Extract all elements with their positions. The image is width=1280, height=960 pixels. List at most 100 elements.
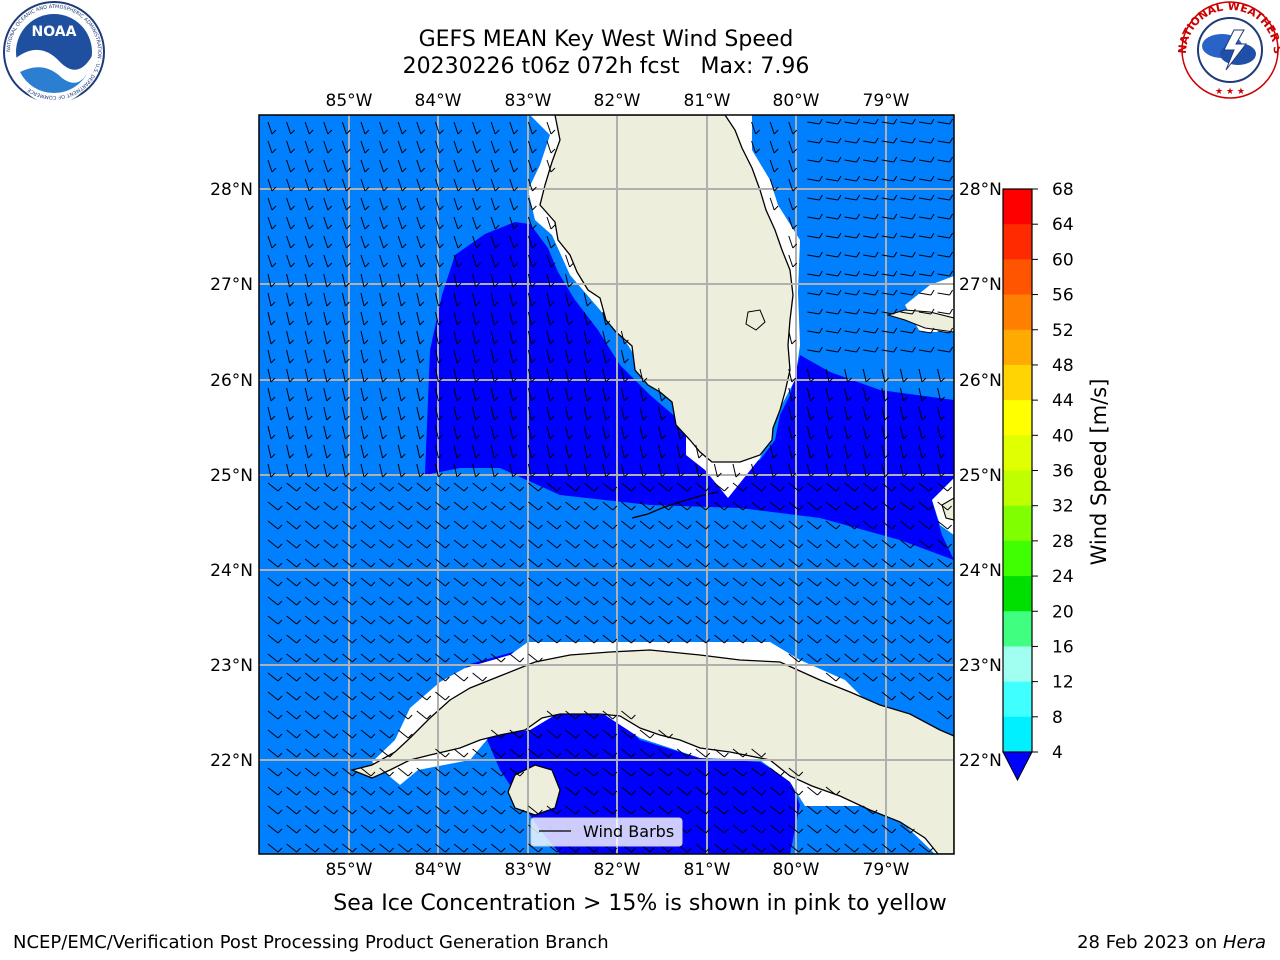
wind-barb [732, 748, 744, 758]
wind-barb [862, 406, 867, 421]
wind-barb-flag [586, 453, 592, 459]
wind-barb-flag [476, 148, 481, 154]
wind-barb-flag [550, 243, 556, 249]
wind-barb-flag [631, 619, 636, 625]
wind-barb [416, 178, 422, 192]
wind-barb [825, 292, 839, 296]
wind-barb [360, 121, 366, 135]
wind-barb [286, 425, 291, 440]
wind-barb-flag [500, 581, 506, 587]
wind-barb [751, 520, 762, 530]
wind-barb [472, 197, 478, 211]
wind-barb-flag [445, 695, 450, 701]
wind-barb-flag [549, 453, 555, 459]
wind-barb-flag [724, 828, 729, 834]
wind-barb [862, 444, 867, 459]
wind-barb-flag [631, 486, 636, 492]
wind-barb-flag [345, 377, 350, 383]
wind-barb-flag [327, 243, 333, 249]
noaa-logo-text: NOAA [32, 24, 77, 40]
wind-barb [323, 425, 328, 440]
wind-barb [825, 444, 830, 459]
wind-barb-flag [835, 619, 841, 625]
wind-barb-flag [854, 581, 859, 587]
wind-barb-flag [333, 714, 339, 720]
wind-barb-flag [382, 453, 387, 459]
wind-barb [453, 292, 458, 307]
wind-barb-flag [705, 828, 711, 834]
wind-barb-flag [837, 327, 842, 334]
wind-barb [900, 596, 911, 606]
wind-barb [379, 596, 390, 606]
wind-barb-flag [370, 581, 376, 587]
wind-barb-flag [761, 638, 766, 644]
wind-barb [435, 786, 446, 796]
wind-barb-flag [593, 619, 599, 625]
wind-barb [769, 178, 775, 192]
wind-barb-flag [928, 657, 934, 663]
footer-host: Hera [1222, 932, 1266, 953]
wind-barb [695, 805, 707, 815]
wind-barb [695, 558, 707, 568]
wind-barb [267, 368, 272, 383]
wind-barb-flag [333, 619, 339, 625]
wind-barb [379, 634, 390, 644]
wind-barb [509, 273, 514, 288]
wind-barb-flag [531, 434, 536, 440]
wind-barb [435, 634, 446, 644]
wind-barb [435, 653, 446, 663]
wind-barb [844, 311, 857, 315]
wind-barb [825, 653, 837, 663]
wind-barb [490, 786, 502, 796]
wind-barb-flag [326, 320, 332, 326]
wind-barb [862, 539, 874, 549]
wind-barb-flag [818, 289, 823, 296]
wind-barb [304, 786, 316, 796]
wind-barb-flag [500, 600, 506, 606]
wind-barb [714, 824, 725, 834]
wind-barb-flag [593, 771, 599, 777]
wind-barb-flag [494, 148, 500, 154]
wind-barb-flag [370, 828, 376, 834]
colorbar-segment [1003, 329, 1032, 366]
wind-barb-flag [928, 695, 934, 701]
wind-barb [825, 786, 837, 796]
wind-barb [639, 482, 651, 492]
wind-barb [509, 729, 521, 739]
wind-barb [621, 710, 632, 720]
wind-barb [416, 463, 421, 478]
wind-barb-flag [314, 771, 320, 777]
wind-barb [304, 235, 310, 249]
wind-barb [918, 121, 932, 125]
wind-barb-flag [798, 790, 804, 796]
wind-barb [434, 368, 439, 383]
wind-barb [267, 330, 272, 345]
wind-barb-flag [828, 472, 834, 478]
wind-barb-flag [314, 676, 320, 682]
wind-barb [342, 615, 353, 625]
wind-barb-flag [818, 194, 823, 201]
wind-barb-flag [835, 676, 841, 682]
lon-label-bottom: 85°W [326, 860, 373, 880]
wind-barb [620, 387, 625, 402]
wind-barb [434, 387, 439, 402]
wind-barb-flag [500, 733, 506, 739]
wind-barb-flag [389, 524, 394, 530]
wind-barb [341, 444, 346, 459]
wind-barb [453, 159, 459, 173]
wind-barb [304, 824, 316, 834]
wind-barb [881, 539, 893, 549]
wind-barb-flag [854, 638, 859, 644]
wind-barb [323, 482, 335, 492]
wind-barb [583, 786, 595, 796]
wind-barb [434, 216, 440, 230]
wind-barb-flag [426, 828, 432, 834]
wind-barb [397, 463, 402, 478]
wind-barb-flag [686, 505, 692, 511]
wind-barb [490, 387, 495, 402]
wind-barb [918, 159, 932, 163]
wind-barb [490, 482, 502, 492]
wind-barb [583, 406, 588, 421]
wind-barb-flag [500, 524, 506, 530]
wind-barb [602, 767, 614, 777]
